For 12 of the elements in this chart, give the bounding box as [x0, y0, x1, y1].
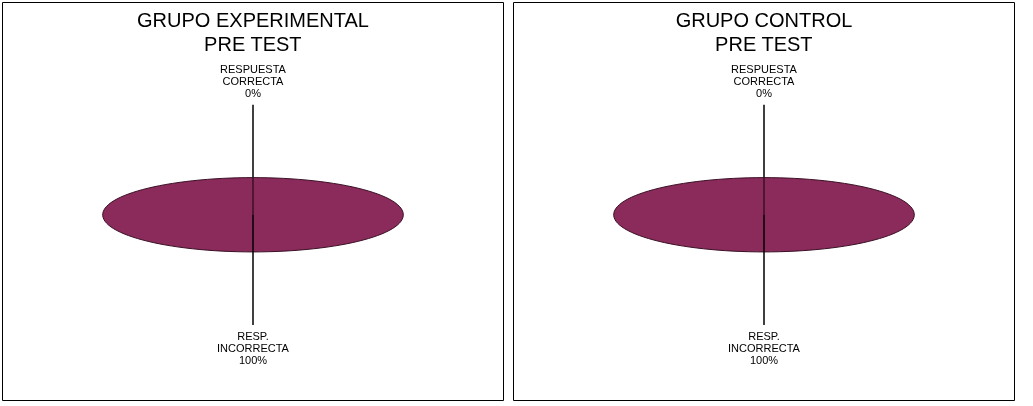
chart-subtitle: PRE TEST [715, 33, 813, 56]
chart-title: GRUPO CONTROL [675, 9, 853, 32]
category-label: RESPUESTA CORRECTA [731, 63, 797, 88]
slice-label: RESP. INCORRECTA [217, 330, 290, 355]
text: 0% [756, 87, 772, 100]
text: 0% [245, 87, 261, 100]
data-label: 100% [749, 354, 779, 367]
category-label: RESPUESTA CORRECTA [220, 63, 286, 88]
chart-subtitle: PRE TEST [204, 33, 302, 56]
slice-label: RESP. INCORRECTA [728, 330, 801, 355]
chart-title: GRUPO EXPERIMENTAL [137, 9, 369, 32]
data-label: 100% [238, 354, 268, 367]
